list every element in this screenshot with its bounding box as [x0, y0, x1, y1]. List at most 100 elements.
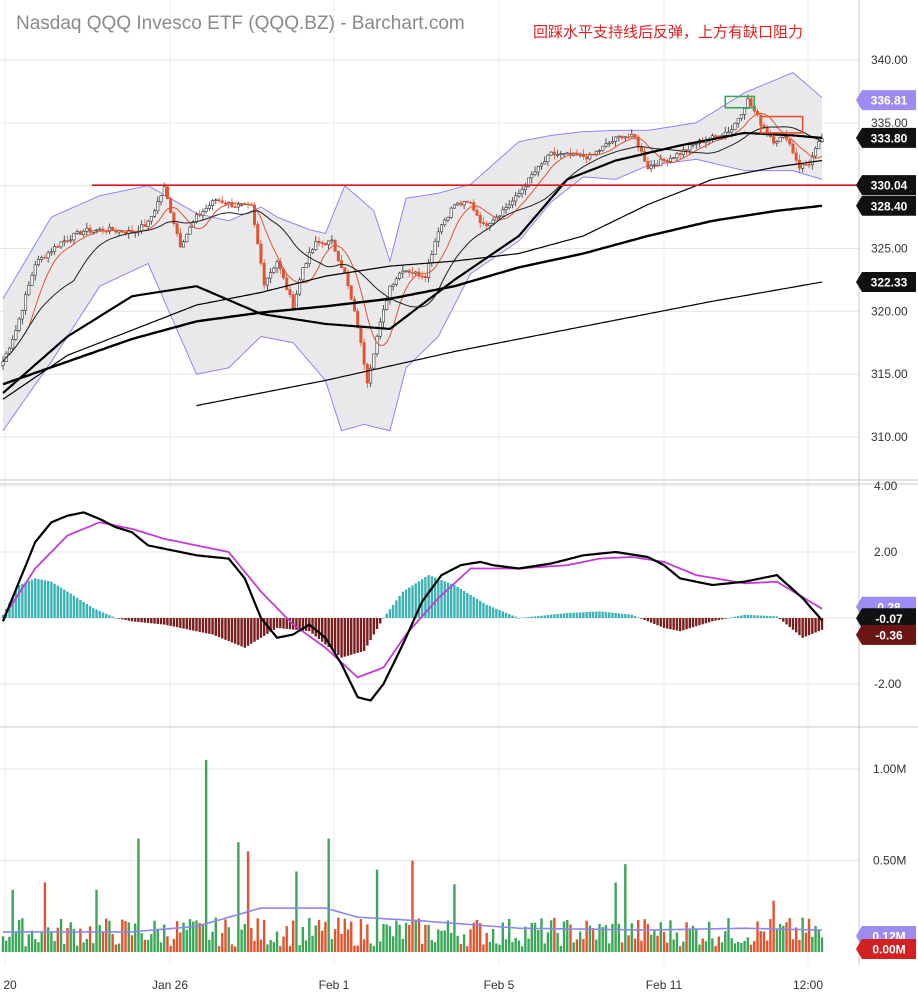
- volume-bar: [717, 936, 721, 952]
- macd-histogram-bar: [482, 602, 485, 618]
- volume-bar: [566, 919, 569, 952]
- candle-body: [656, 165, 660, 167]
- volume-bar: [711, 938, 714, 952]
- candle-body: [546, 154, 550, 162]
- volume-bar: [498, 944, 501, 952]
- volume-bar: [698, 944, 701, 952]
- macd-histogram-bar: [179, 618, 182, 628]
- volume-bar: [598, 923, 601, 952]
- macd-histogram-bar: [720, 618, 724, 620]
- price-tick-label: 325.00: [871, 242, 908, 256]
- volume-bar: [356, 945, 359, 952]
- candle-body: [585, 156, 589, 160]
- volume-panel: [1, 759, 824, 952]
- volume-bar: [585, 920, 588, 952]
- macd-histogram-bar: [582, 612, 585, 618]
- macd-histogram-bar: [772, 616, 775, 618]
- macd-histogram-bar: [717, 618, 721, 620]
- macd-histogram-bar: [17, 585, 21, 618]
- volume-bar: [643, 919, 646, 952]
- macd-histogram-bar: [743, 614, 746, 618]
- macd-histogram-bar: [475, 598, 479, 618]
- macd-histogram-bar: [524, 617, 527, 618]
- macd-histogram-bar: [569, 612, 572, 618]
- candle-body: [633, 134, 637, 138]
- macd-histogram-bar: [620, 613, 624, 618]
- candle-body: [736, 118, 740, 124]
- candle-body: [146, 220, 150, 227]
- candle-body: [588, 153, 592, 160]
- macd-histogram-bar: [350, 618, 353, 655]
- candle-body: [691, 144, 695, 146]
- volume-bar: [146, 939, 150, 952]
- moving-average-2: [2, 159, 823, 400]
- candle-body: [688, 144, 692, 151]
- volume-bar: [591, 928, 595, 952]
- volume-bar: [501, 922, 504, 952]
- candle-body: [420, 275, 424, 278]
- macd-histogram-bar: [537, 616, 540, 618]
- volume-bar: [466, 946, 469, 952]
- macd-histogram-bar: [479, 600, 482, 618]
- volume-bar: [298, 945, 301, 952]
- volume-bar: [604, 925, 608, 952]
- volume-bar: [601, 927, 604, 952]
- candle-body: [201, 211, 205, 216]
- volume-bar: [772, 900, 775, 952]
- volume-bar: [782, 925, 785, 952]
- volume-bar: [204, 759, 208, 952]
- macd-histogram-bar: [391, 604, 395, 618]
- candle-body: [298, 279, 302, 295]
- candle-body: [49, 251, 53, 254]
- volume-bar: [30, 930, 34, 952]
- volume-bar: [562, 921, 566, 952]
- candle-body: [317, 241, 321, 244]
- volume-bar: [504, 939, 508, 952]
- macd-histogram-bar: [508, 614, 511, 618]
- volume-bar: [134, 923, 137, 952]
- volume-bar: [275, 931, 279, 952]
- volume-value-label-text: 0.00M: [872, 943, 905, 957]
- volume-bar: [185, 929, 188, 952]
- candle-body: [143, 224, 147, 227]
- candle-body: [443, 219, 447, 226]
- macd-histogram-bar: [98, 610, 101, 618]
- macd-histogram-bar: [595, 611, 598, 618]
- macd-histogram-bar: [262, 618, 266, 636]
- candle-body: [491, 219, 495, 224]
- candle-body: [304, 263, 308, 268]
- volume-bar: [720, 942, 724, 952]
- macd-histogram-bar: [63, 589, 66, 618]
- candle-body: [140, 224, 144, 232]
- candle-body: [178, 233, 182, 248]
- macd-histogram-bar: [243, 618, 247, 648]
- volume-bar: [440, 930, 443, 952]
- macd-histogram-bar: [388, 609, 392, 618]
- volume-bar: [666, 942, 669, 952]
- macd-histogram-bar: [95, 609, 98, 618]
- macd-histogram-bar: [695, 618, 698, 627]
- volume-bar: [192, 921, 195, 952]
- candle-body: [801, 163, 805, 169]
- volume-bar: [588, 925, 592, 952]
- macd-value-label: -0.36: [856, 624, 916, 645]
- candle-body: [40, 257, 44, 260]
- volume-bar: [420, 943, 424, 952]
- volume-bar: [291, 920, 295, 952]
- macd-histogram-bar: [540, 615, 543, 618]
- candle-body: [530, 174, 534, 179]
- volume-bar: [224, 919, 227, 952]
- macd-histogram-bar: [662, 618, 666, 628]
- macd-histogram-bar: [804, 618, 808, 637]
- candle-body: [607, 142, 611, 145]
- volume-bar: [701, 938, 704, 952]
- macd-histogram-bar: [172, 618, 176, 627]
- candle-body: [598, 150, 602, 152]
- candle-body: [330, 239, 334, 242]
- candle-body: [107, 226, 111, 232]
- macd-histogram-bar: [8, 602, 11, 618]
- macd-histogram-bar: [50, 581, 53, 618]
- macd-histogram-bar: [24, 582, 27, 618]
- candle-body: [414, 271, 418, 274]
- price-value-label-text: 336.81: [871, 94, 908, 108]
